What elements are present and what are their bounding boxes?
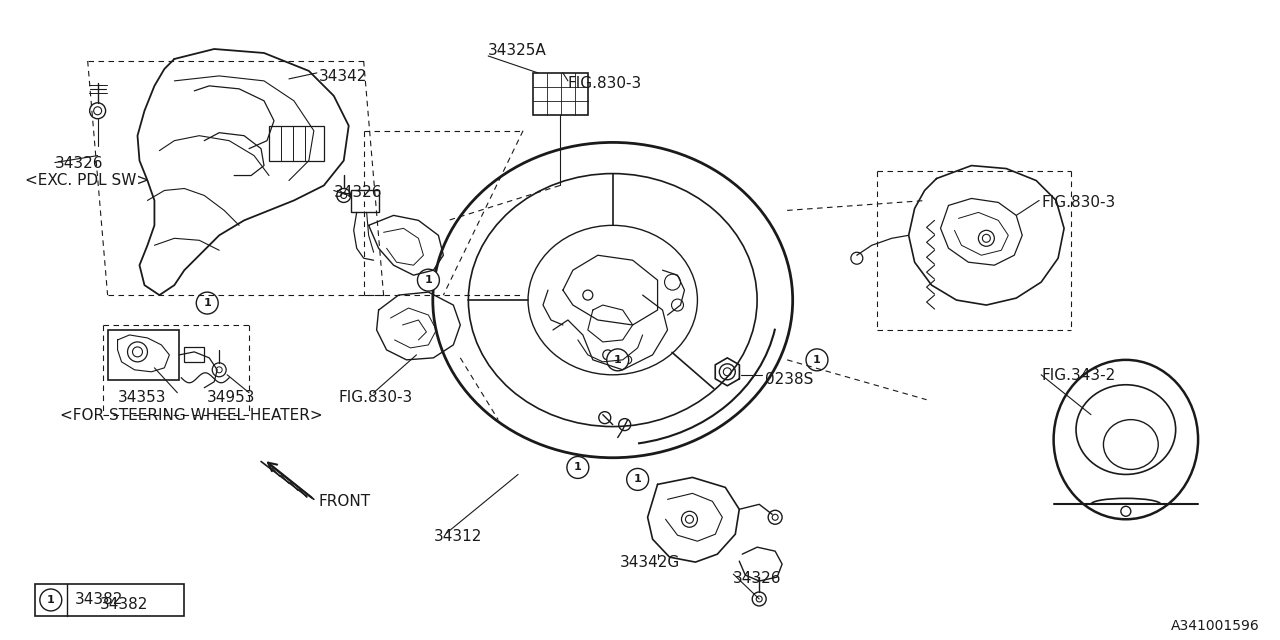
Text: A341001596: A341001596 bbox=[1171, 619, 1260, 633]
Bar bbox=[184, 347, 205, 362]
Text: 1: 1 bbox=[614, 355, 622, 365]
Text: 34382: 34382 bbox=[100, 597, 148, 612]
Text: 34312: 34312 bbox=[434, 529, 481, 544]
Circle shape bbox=[806, 349, 828, 371]
Bar bbox=[351, 191, 379, 212]
Text: 0238S: 0238S bbox=[765, 372, 814, 387]
Text: 1: 1 bbox=[573, 463, 581, 472]
Text: <FOR STEERING WHEEL HEATER>: <FOR STEERING WHEEL HEATER> bbox=[60, 408, 323, 422]
Text: 1: 1 bbox=[47, 595, 55, 605]
Text: <EXC. PDL SW>: <EXC. PDL SW> bbox=[24, 173, 148, 188]
Text: 34325A: 34325A bbox=[488, 43, 547, 58]
Text: FIG.830-3: FIG.830-3 bbox=[1041, 195, 1115, 211]
Text: 34326: 34326 bbox=[55, 156, 104, 171]
Circle shape bbox=[40, 589, 61, 611]
Text: 34326: 34326 bbox=[733, 571, 782, 586]
Circle shape bbox=[607, 349, 628, 371]
Circle shape bbox=[567, 456, 589, 479]
Text: 1: 1 bbox=[813, 355, 820, 365]
Text: FIG.343-2: FIG.343-2 bbox=[1041, 368, 1115, 383]
Text: FIG.830-3: FIG.830-3 bbox=[339, 390, 413, 404]
Circle shape bbox=[627, 468, 649, 490]
Text: FIG.830-3: FIG.830-3 bbox=[568, 76, 643, 91]
Text: 34353: 34353 bbox=[118, 390, 166, 404]
Text: 1: 1 bbox=[425, 275, 433, 285]
Bar bbox=[35, 584, 184, 616]
Text: 34342G: 34342G bbox=[620, 555, 680, 570]
Text: 1: 1 bbox=[204, 298, 211, 308]
Text: 34382: 34382 bbox=[74, 592, 123, 607]
Text: 34326: 34326 bbox=[334, 186, 383, 200]
Circle shape bbox=[417, 269, 439, 291]
Bar bbox=[269, 125, 324, 161]
Text: 34342: 34342 bbox=[319, 69, 367, 84]
Text: FRONT: FRONT bbox=[319, 494, 371, 509]
Circle shape bbox=[196, 292, 218, 314]
Text: 1: 1 bbox=[634, 474, 641, 484]
Text: 34953: 34953 bbox=[207, 390, 256, 404]
Bar bbox=[532, 73, 588, 115]
Bar bbox=[108, 330, 179, 380]
